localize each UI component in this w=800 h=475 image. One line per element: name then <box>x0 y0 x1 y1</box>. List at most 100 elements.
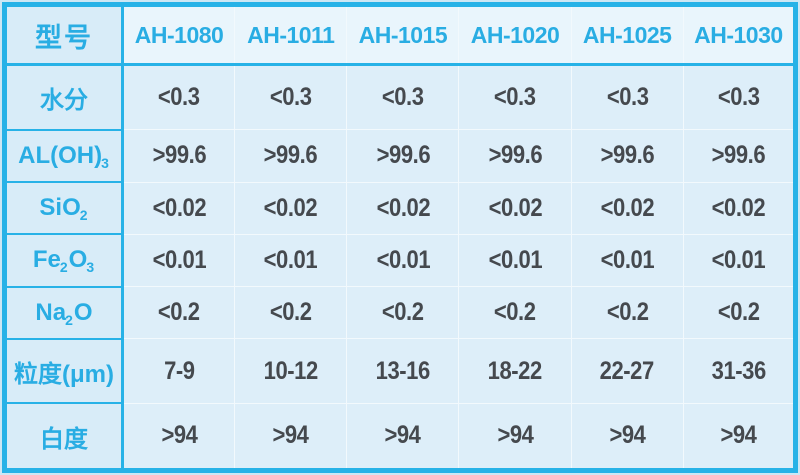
cell-al-oh-3-ah-1011: >99.6 <box>234 129 348 183</box>
cell-value: 18-22 <box>487 356 543 385</box>
cell-na2o-ah-1015: <0.2 <box>346 286 460 340</box>
cell-value: <0.3 <box>269 83 312 112</box>
cell-value: <0.01 <box>488 245 542 274</box>
cell-moisture-ah-1015: <0.3 <box>346 63 460 131</box>
cell-sio2-ah-1025: <0.02 <box>570 181 684 235</box>
cell-value: >94 <box>720 421 757 450</box>
cell-moisture-ah-1020: <0.3 <box>458 63 572 131</box>
cell-value: <0.02 <box>488 193 542 222</box>
cell-value: >99.6 <box>376 141 430 170</box>
header-model-ah-1015: AH-1015 <box>346 4 460 66</box>
cell-value: 31-36 <box>711 356 766 385</box>
cell-value: <0.02 <box>711 193 766 222</box>
cell-whiteness-ah-1015: >94 <box>346 402 460 472</box>
cell-value: >94 <box>272 421 309 450</box>
cell-value: 7-9 <box>163 356 195 385</box>
label-subscript: 2 <box>79 207 88 224</box>
cell-value: <0.01 <box>600 245 654 274</box>
cell-moisture-ah-1025: <0.3 <box>570 63 684 131</box>
cell-value: >99.6 <box>263 141 318 170</box>
cell-whiteness-ah-1011: >94 <box>234 402 348 472</box>
row-label-fe2o3: Fe2O3 <box>4 233 124 288</box>
cell-al-oh-3-ah-1025: >99.6 <box>570 129 684 183</box>
cell-whiteness-ah-1030: >94 <box>682 402 797 472</box>
table-header-row: 型号 AH-1080 AH-1011 AH-1015 AH-1020 AH-1025 AH-… <box>4 4 797 66</box>
cell-value: <0.02 <box>152 193 206 222</box>
cell-moisture-ah-1030: <0.3 <box>682 63 797 131</box>
cell-value: <0.01 <box>376 245 430 274</box>
label-text: SiO <box>39 194 81 222</box>
row-label-al-oh-3: AL(OH)3 <box>4 129 124 184</box>
table-row-sio2: SiO2 <0.02 <0.02 <0.02 <0.02 <0.02 <0.02 <box>4 181 797 236</box>
cell-sio2-ah-1030: <0.02 <box>682 181 797 235</box>
cell-particle-size-ah-1020: 18-22 <box>458 338 572 404</box>
cell-value: <0.3 <box>606 83 649 112</box>
cell-value: <0.02 <box>600 193 654 222</box>
cell-fe2o3-ah-1080: <0.01 <box>121 233 236 288</box>
label-text: 白度 <box>40 425 88 453</box>
cell-sio2-ah-1080: <0.02 <box>121 181 236 235</box>
cell-value: <0.02 <box>263 193 318 222</box>
cell-na2o-ah-1025: <0.2 <box>570 286 684 340</box>
cell-particle-size-ah-1011: 10-12 <box>234 338 348 404</box>
cell-value: >99.6 <box>488 141 542 170</box>
label-subscript: 3 <box>101 154 109 171</box>
cell-na2o-ah-1011: <0.2 <box>234 286 348 340</box>
cell-value: <0.02 <box>376 193 430 222</box>
cell-fe2o3-ah-1015: <0.01 <box>346 233 460 288</box>
cell-sio2-ah-1020: <0.02 <box>458 181 572 235</box>
row-label-particle-size: 粒度(μm) <box>4 338 124 405</box>
cell-value: >94 <box>384 421 421 450</box>
table-row-fe2o3: Fe2O3 <0.01 <0.01 <0.01 <0.01 <0.01 <0.01 <box>4 233 797 288</box>
table-row-whiteness: 白度 >94 >94 >94 >94 >94 >94 <box>4 402 797 472</box>
cell-particle-size-ah-1025: 22-27 <box>570 338 684 404</box>
cell-fe2o3-ah-1020: <0.01 <box>458 233 572 288</box>
cell-value: >99.6 <box>152 141 206 170</box>
cell-value: <0.2 <box>494 298 536 327</box>
label-text: O <box>68 246 88 274</box>
header-model-ah-1030: AH-1030 <box>682 4 797 66</box>
cell-particle-size-ah-1080: 7-9 <box>121 338 236 404</box>
cell-value: >94 <box>609 421 646 450</box>
cell-value: >94 <box>161 421 198 450</box>
label-text: O <box>73 298 93 326</box>
table-row-moisture: 水分 <0.3 <0.3 <0.3 <0.3 <0.3 <0.3 <box>4 63 797 131</box>
cell-value: <0.3 <box>717 83 760 112</box>
cell-sio2-ah-1011: <0.02 <box>234 181 348 235</box>
cell-value: <0.3 <box>158 83 200 112</box>
cell-value: <0.3 <box>494 83 536 112</box>
cell-value: <0.01 <box>263 245 318 274</box>
table-body: 水分 <0.3 <0.3 <0.3 <0.3 <0.3 <0.3 AL(OH)3 >99.6 >9… <box>4 63 797 472</box>
cell-value: >94 <box>497 421 534 450</box>
cell-value: <0.2 <box>717 298 760 327</box>
cell-na2o-ah-1020: <0.2 <box>458 286 572 340</box>
cell-value: <0.2 <box>382 298 424 327</box>
cell-whiteness-ah-1020: >94 <box>458 402 572 472</box>
header-model-label: 型号 <box>4 4 124 66</box>
label-text: 水分 <box>40 86 88 114</box>
label-subscript: 2 <box>59 259 68 276</box>
label-subscript: 2 <box>65 311 73 328</box>
label-text: Na <box>35 298 67 326</box>
table-row-al-oh-3: AL(OH)3 >99.6 >99.6 >99.6 >99.6 >99.6 >99.6 <box>4 129 797 184</box>
table-row-na2o: Na2O <0.2 <0.2 <0.2 <0.2 <0.2 <0.2 <box>4 286 797 340</box>
cell-fe2o3-ah-1011: <0.01 <box>234 233 348 288</box>
cell-moisture-ah-1080: <0.3 <box>121 63 236 131</box>
label-text: Fe <box>32 246 61 274</box>
cell-fe2o3-ah-1025: <0.01 <box>570 233 684 288</box>
cell-value: 10-12 <box>263 356 319 385</box>
row-label-whiteness: 白度 <box>4 402 124 472</box>
cell-value: <0.01 <box>711 245 766 274</box>
cell-na2o-ah-1030: <0.2 <box>682 286 797 340</box>
label-text: AL(OH) <box>18 141 103 169</box>
cell-sio2-ah-1015: <0.02 <box>346 181 460 235</box>
cell-whiteness-ah-1080: >94 <box>121 402 236 472</box>
cell-value: >99.6 <box>711 141 766 170</box>
cell-particle-size-ah-1030: 31-36 <box>682 338 797 404</box>
row-label-na2o: Na2O <box>4 286 124 340</box>
header-model-ah-1025: AH-1025 <box>570 4 684 66</box>
cell-al-oh-3-ah-1015: >99.6 <box>346 129 460 183</box>
cell-value: >99.6 <box>600 141 654 170</box>
